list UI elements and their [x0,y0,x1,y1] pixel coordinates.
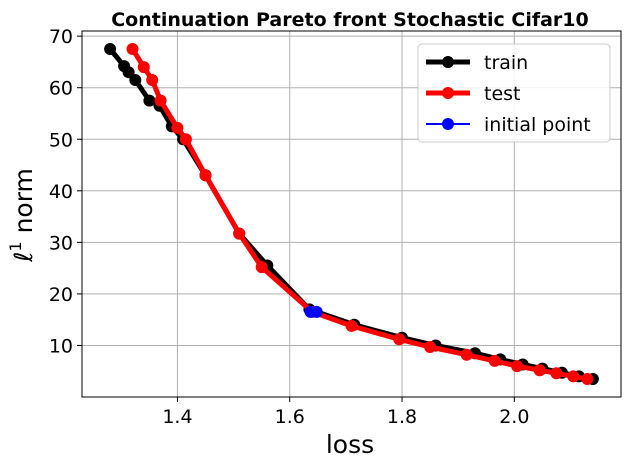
y-axis-label-ell: ℓ [9,252,38,263]
data-point [199,169,212,182]
y-tick-label: 50 [49,129,73,151]
legend-box [417,43,611,143]
data-point [104,43,117,55]
chart-title: Continuation Pareto front Stochastic Cif… [111,9,589,31]
data-point [310,305,323,318]
y-tick-label: 60 [49,78,73,100]
y-tick-label: 10 [49,335,73,357]
series-initial-point [304,305,323,318]
y-axis-label: ℓ1 norm [6,168,38,263]
x-tick-label: 2.0 [499,406,529,428]
data-point [567,370,580,383]
x-tick-label: 1.6 [275,406,305,428]
legend: train test initial point [417,43,611,143]
legend-entry: train [426,52,528,74]
legend-entries: train test initial point [426,52,591,136]
y-tick-label: 30 [49,232,73,254]
data-point [143,94,156,107]
series-layer [104,43,599,385]
data-point [511,360,524,373]
legend-entry: test [426,83,521,105]
data-point [424,341,437,353]
data-point [129,74,142,86]
legend-swatch-marker [442,118,454,130]
series-test [126,43,594,385]
data-point [154,94,167,107]
y-axis-label-sup: 1 [6,241,25,251]
legend-label: initial point [484,114,591,136]
x-tick-label: 1.4 [162,406,192,428]
data-point [550,367,563,380]
legend-entry: initial point [426,114,591,136]
legend-swatch-marker [442,87,454,99]
y-tick-label: 70 [49,26,73,48]
x-axis-label: loss [326,430,374,459]
data-point [122,66,135,79]
plot-frame [81,30,622,398]
y-tick-label: 40 [49,181,73,203]
data-point [171,121,184,134]
legend-label: test [484,83,521,105]
legend-swatch-marker [442,56,454,68]
data-point [393,333,406,346]
data-point [146,74,159,86]
data-point [179,133,192,146]
data-point [345,319,358,332]
data-point [581,373,594,385]
data-point [126,43,139,55]
data-point [137,61,150,74]
y-tick-label: 20 [49,284,73,306]
data-point [255,261,268,274]
data-point [488,354,501,367]
ticks: 1.4 1.6 1.8 2.0 10 20 30 40 50 60 70 [49,26,530,428]
data-point [460,348,473,361]
data-point [233,227,246,240]
data-point [533,364,546,377]
x-tick-label: 1.8 [387,406,417,428]
y-axis-label-rest: norm [9,168,38,241]
legend-label: train [484,52,528,74]
